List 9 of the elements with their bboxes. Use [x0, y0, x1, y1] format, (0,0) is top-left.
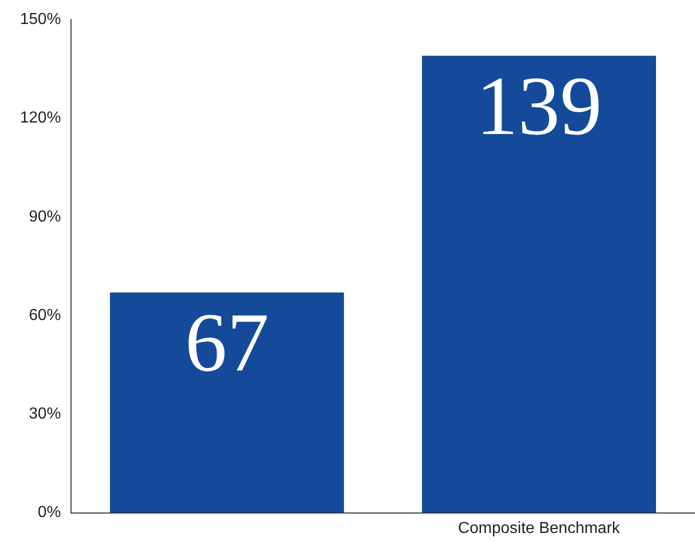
- y-tick-label: 90%: [28, 208, 61, 226]
- data-label: 139: [476, 60, 602, 153]
- y-tick-label: 0%: [38, 504, 61, 522]
- y-tick-label: 120%: [20, 110, 61, 127]
- data-label: 67: [184, 296, 269, 390]
- x-tick-label: Composite Benchmark: [458, 520, 621, 537]
- y-tick-label: 150%: [20, 11, 61, 28]
- y-tick-label: 30%: [28, 406, 61, 423]
- y-tick-label: 60%: [28, 306, 61, 324]
